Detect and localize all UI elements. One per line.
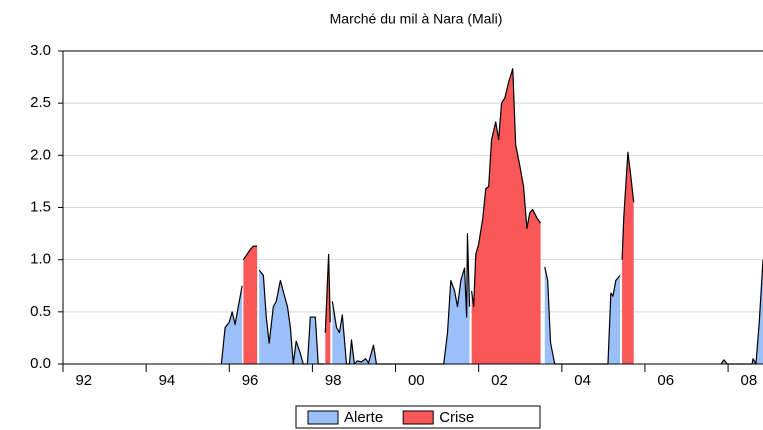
y-tick-label: 0.0 <box>30 355 51 372</box>
y-tick-label: 1.0 <box>30 251 51 268</box>
legend-swatch <box>402 410 434 425</box>
x-tick-label: 04 <box>574 372 591 389</box>
x-tick-label: 96 <box>242 372 259 389</box>
x-tick-label: 92 <box>75 372 92 389</box>
chart-title: Marché du mil à Nara (Mali) <box>330 11 503 27</box>
y-tick-label: 2.0 <box>30 146 51 163</box>
x-tick-label: 94 <box>159 372 176 389</box>
area-outline <box>242 68 635 333</box>
legend-swatch <box>307 410 339 425</box>
area <box>221 233 763 364</box>
legend-label: Alerte <box>344 409 383 426</box>
x-tick-label: 00 <box>408 372 425 389</box>
legend-label: Crise <box>439 409 474 426</box>
area-outline <box>220 232 763 365</box>
x-tick-label: 98 <box>325 372 342 389</box>
y-tick-label: 1.5 <box>30 198 51 215</box>
x-tick-label: 02 <box>491 372 508 389</box>
area <box>243 68 634 364</box>
x-tick-label: 06 <box>657 372 674 389</box>
y-tick-label: 2.5 <box>30 94 51 111</box>
y-tick-label: 0.5 <box>30 303 51 320</box>
y-tick-label: 3.0 <box>30 42 51 59</box>
x-tick-label: 08 <box>741 372 758 389</box>
